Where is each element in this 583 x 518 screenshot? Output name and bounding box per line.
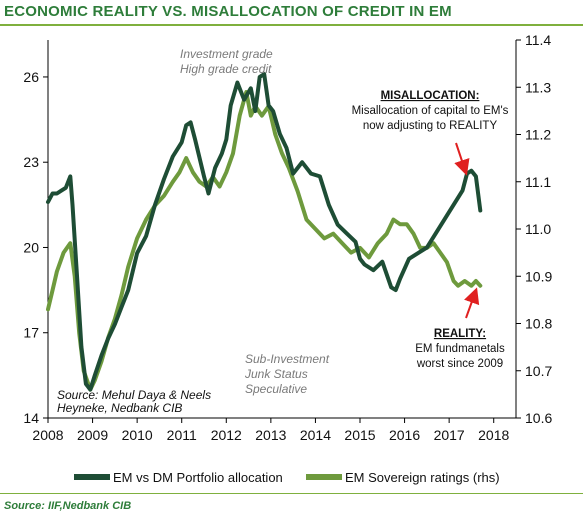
- x-tick-label: 2015: [344, 427, 375, 443]
- x-tick-label: 2018: [478, 427, 509, 443]
- left-axis-ticks: 14 17 20 23 26: [23, 69, 48, 426]
- x-tick-label: 2016: [389, 427, 420, 443]
- annotation-misallocation-line1: Misallocation of capital to EM's: [352, 105, 509, 117]
- chart: 2008 2009 2010 2011 2012 2013 2014 2015 2016 2017…: [23, 32, 552, 485]
- annotation-source-line1: Source: Mehul Daya & Neels: [57, 388, 211, 402]
- annotation-speculative: Speculative: [245, 382, 307, 396]
- annotation-junk-status: Junk Status: [244, 367, 308, 381]
- series-line-portfolio-allocation: [46, 72, 483, 392]
- y-right-tick-label: 11.3: [525, 79, 551, 95]
- y-left-tick-label: 14: [23, 410, 39, 426]
- footer-rule: [0, 493, 583, 494]
- legend-label-ratings: EM Sovereign ratings (rhs): [345, 470, 500, 485]
- x-tick-label: 2017: [434, 427, 465, 443]
- y-left-tick-label: 20: [23, 239, 39, 255]
- legend-label-portfolio: EM vs DM Portfolio allocation: [113, 470, 283, 485]
- y-right-tick-label: 10.7: [525, 363, 552, 379]
- y-left-tick-label: 23: [23, 154, 39, 170]
- title-rule: [0, 24, 583, 26]
- x-axis-ticks: 2008 2009 2010 2011 2012 2013 2014 2015 2016 2017…: [32, 418, 509, 443]
- y-left-tick-label: 17: [23, 325, 39, 341]
- reality-arrow: [464, 287, 480, 319]
- annotation-reality-line2: worst since 2009: [416, 358, 503, 370]
- x-tick-label: 2013: [255, 427, 286, 443]
- y-right-tick-label: 10.9: [525, 268, 552, 284]
- x-tick-label: 2014: [300, 427, 331, 443]
- x-tick-label: 2011: [167, 427, 197, 443]
- annotation-misallocation-line2: now adjusting to REALITY: [363, 120, 498, 132]
- series-layer: [46, 72, 483, 392]
- annotation-source-line2: Heyneke, Nedbank CIB: [57, 401, 182, 415]
- annotation-sub-investment: Sub-Investment: [245, 352, 330, 366]
- x-tick-label: 2012: [211, 427, 242, 443]
- annotation-reality-title: REALITY:: [434, 328, 486, 340]
- y-right-tick-label: 11.0: [525, 221, 551, 237]
- x-tick-label: 2010: [122, 427, 153, 443]
- annotation-high-grade-credit: High grade credit: [180, 62, 272, 76]
- annotation-misallocation-title: MISALLOCATION:: [381, 90, 480, 102]
- y-right-tick-label: 10.8: [525, 316, 552, 332]
- y-right-tick-label: 11.2: [525, 127, 551, 143]
- chart-title: ECONOMIC REALITY VS. MISALLOCATION OF CR…: [4, 3, 452, 20]
- y-right-tick-label: 11.1: [525, 174, 551, 190]
- right-axis-ticks: 10.6 10.7 10.8 10.9 11.0 11.1 11.2 11.3 11.4: [516, 32, 552, 426]
- footer-source: Source: IIF,Nedbank CIB: [4, 500, 132, 512]
- x-tick-label: 2009: [77, 427, 108, 443]
- annotation-investment-grade: Investment grade: [180, 47, 273, 61]
- y-left-tick-label: 26: [23, 69, 39, 85]
- y-right-tick-label: 10.6: [525, 410, 552, 426]
- y-right-tick-label: 11.4: [525, 32, 551, 48]
- annotation-reality-line1: EM fundmanetals: [415, 343, 505, 355]
- misallocation-arrow: [454, 142, 470, 176]
- x-tick-label: 2008: [32, 427, 63, 443]
